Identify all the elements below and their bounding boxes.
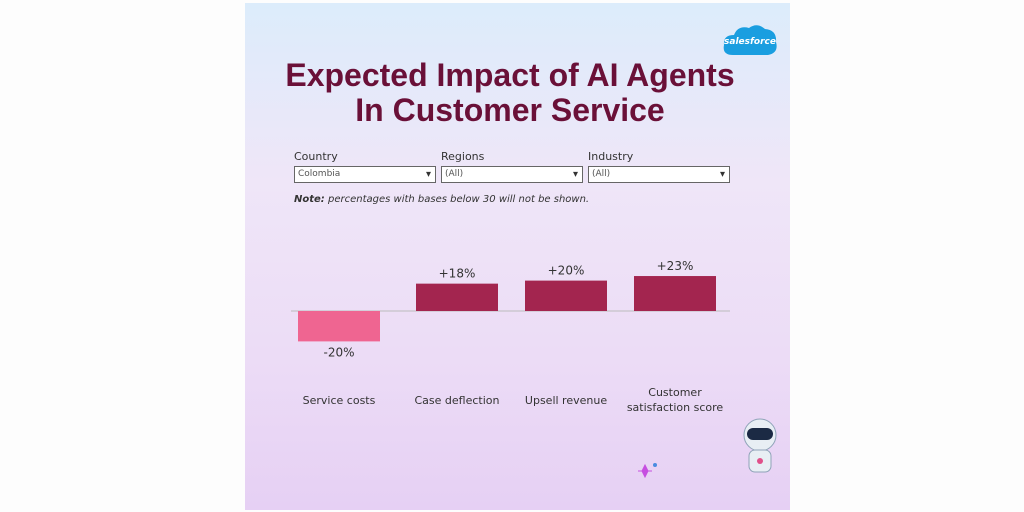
dropdown[interactable]: Colombia: [294, 166, 436, 183]
note-lead: Note:: [294, 194, 325, 205]
value-label: +18%: [439, 267, 476, 281]
logo: salesforce: [723, 25, 777, 55]
category-label: Case deflection: [414, 394, 500, 407]
bar: [416, 283, 498, 311]
bar: [634, 276, 716, 311]
chart: -20% +18% +20% +23%: [291, 259, 777, 479]
filter-label: Country: [294, 150, 338, 163]
value-label: +20%: [548, 264, 585, 278]
logo-text: salesforce: [724, 37, 776, 47]
chart-title: Expected Impact of AI Agents: [285, 57, 735, 93]
value-label: +23%: [657, 259, 694, 273]
value-label: -20%: [323, 345, 354, 359]
category-label: Customer satisfaction score: [626, 386, 724, 414]
chart-title: In Customer Service: [355, 92, 665, 128]
category-label: Service costs: [302, 394, 376, 407]
astronaut: [638, 418, 777, 479]
note-text: percentages with bases below 30 will not…: [328, 194, 590, 205]
dropdown[interactable]: (All): [441, 166, 583, 183]
note: Note: percentages with bases below 30 wi…: [294, 194, 589, 205]
filter-label: Regions: [441, 150, 485, 163]
filter-label: Industry: [588, 150, 634, 163]
bar: [298, 311, 380, 342]
category-label: Upsell revenue: [524, 394, 608, 407]
card: salesforce Expected Impact of AI Agents …: [245, 3, 790, 510]
dropdown[interactable]: (All): [588, 166, 730, 183]
bar: [525, 280, 607, 311]
